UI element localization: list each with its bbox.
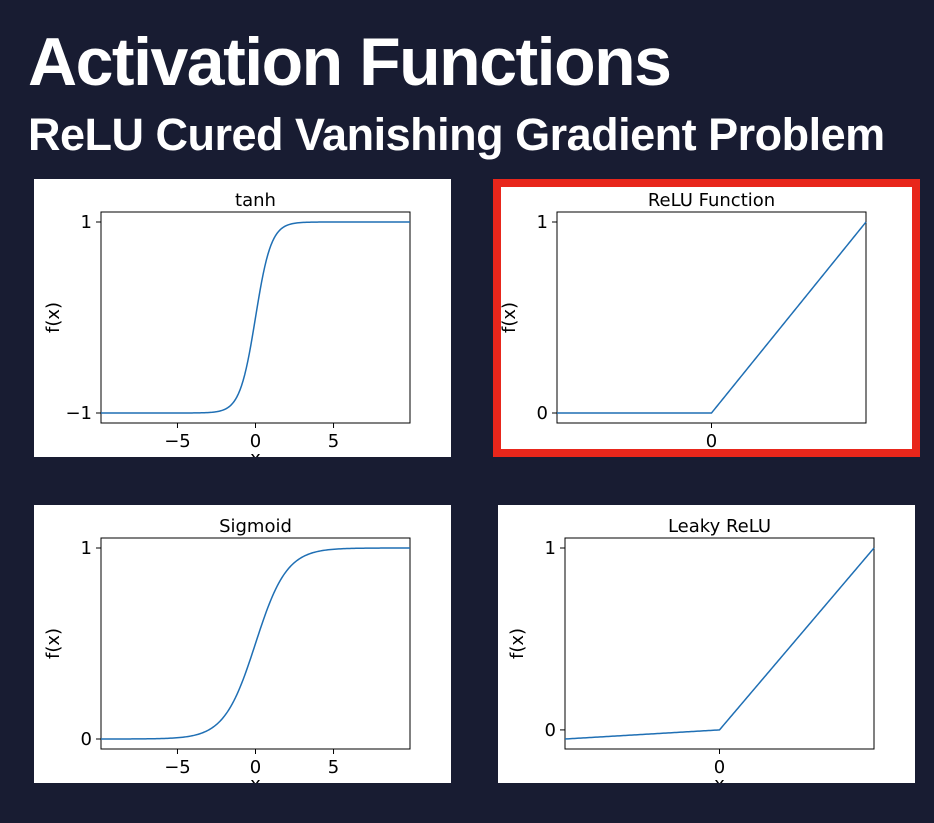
chart-panel-tanh: tanh −5 0 5 −1 1 f(x) x — [34, 179, 451, 457]
y-axis-label: f(x) — [43, 302, 64, 333]
y-tick-label: 1 — [81, 538, 92, 559]
x-tick-label: 0 — [250, 431, 261, 452]
series-line-sigmoid — [101, 547, 410, 740]
y-axis-label: f(x) — [43, 628, 64, 659]
x-axis-label: x — [714, 774, 725, 783]
x-tick-label: −5 — [164, 757, 191, 778]
y-tick-label: 0 — [545, 720, 556, 741]
page-title: Activation Functions — [28, 24, 672, 100]
axes-frame — [556, 211, 867, 424]
y-tick-label: 1 — [537, 212, 548, 233]
y-tick-label: 0 — [81, 729, 92, 750]
series-line-leaky_relu — [564, 547, 875, 740]
y-axis-label: f(x) — [499, 302, 520, 333]
x-tick-label: −5 — [164, 431, 191, 452]
chart-title: Leaky ReLU — [668, 516, 771, 537]
series-line-tanh — [101, 221, 410, 414]
y-tick-label: 0 — [537, 403, 548, 424]
x-axis-label: x — [250, 448, 261, 457]
x-axis-label: x — [250, 774, 261, 783]
chart-title: ReLU Function — [648, 190, 775, 211]
chart-svg: ReLU Function 0 0 1 f(x) — [499, 190, 867, 452]
chart-title: tanh — [235, 190, 276, 211]
x-tick-label: 5 — [328, 757, 339, 778]
chart-svg: Leaky ReLU 0 0 1 f(x) x — [507, 516, 875, 783]
chart-title: Sigmoid — [219, 516, 292, 537]
chart-svg: Sigmoid −5 0 5 0 1 f(x) x — [43, 516, 411, 783]
axes-frame — [564, 537, 875, 750]
y-tick-label: 1 — [545, 538, 556, 559]
x-tick-label: 5 — [328, 431, 339, 452]
x-tick-label: 0 — [706, 431, 717, 452]
page-subtitle: ReLU Cured Vanishing Gradient Problem — [28, 109, 885, 160]
chart-panel-sigmoid: Sigmoid −5 0 5 0 1 f(x) x — [34, 505, 451, 783]
y-axis-label: f(x) — [507, 628, 528, 659]
series-line-relu — [557, 221, 867, 414]
y-tick-label: 1 — [81, 212, 92, 233]
y-tick-label: −1 — [65, 403, 92, 424]
x-tick-label: 0 — [714, 757, 725, 778]
x-tick-label: 0 — [250, 757, 261, 778]
chart-panel-relu: ReLU Function 0 0 1 f(x) — [493, 179, 920, 457]
chart-panel-leaky-relu: Leaky ReLU 0 0 1 f(x) x — [498, 505, 915, 783]
chart-svg: tanh −5 0 5 −1 1 f(x) x — [43, 190, 411, 457]
